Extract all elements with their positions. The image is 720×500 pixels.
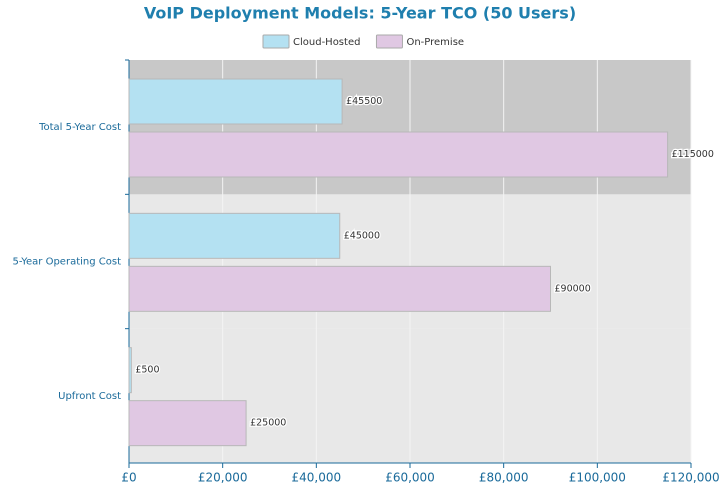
value-label: £90000 — [555, 283, 591, 294]
bar — [128, 78, 343, 125]
y-tick-label: 5-Year Operating Cost — [12, 257, 121, 268]
legend: Cloud-Hosted On-Premise — [262, 34, 464, 49]
value-label: £25000 — [250, 418, 286, 429]
x-tick-label: £100,000 — [569, 471, 626, 485]
x-tick-label: £20,000 — [198, 471, 248, 485]
legend-label: Cloud-Hosted — [293, 37, 360, 48]
x-tick-label: £0 — [121, 471, 136, 485]
y-tick-label: Upfront Cost — [58, 391, 121, 402]
legend-swatch — [262, 34, 290, 49]
value-label: £45500 — [346, 96, 382, 107]
legend-swatch — [375, 34, 403, 49]
x-tick-label: £40,000 — [292, 471, 342, 485]
value-label: £115000 — [672, 149, 714, 160]
value-label: £500 — [135, 365, 159, 376]
x-tick-label: £80,000 — [479, 471, 529, 485]
bar — [128, 265, 551, 312]
bar — [128, 212, 341, 259]
bar — [128, 400, 247, 447]
y-tick-label: Total 5-Year Cost — [38, 122, 121, 133]
chart-title: VoIP Deployment Models: 5-Year TCO (50 U… — [144, 4, 576, 23]
x-tick-label: £120,000 — [662, 471, 719, 485]
x-tick-label: £60,000 — [385, 471, 435, 485]
legend-label: On-Premise — [406, 37, 464, 48]
bar — [128, 131, 669, 178]
bar — [128, 347, 132, 394]
value-label: £45000 — [344, 230, 380, 241]
